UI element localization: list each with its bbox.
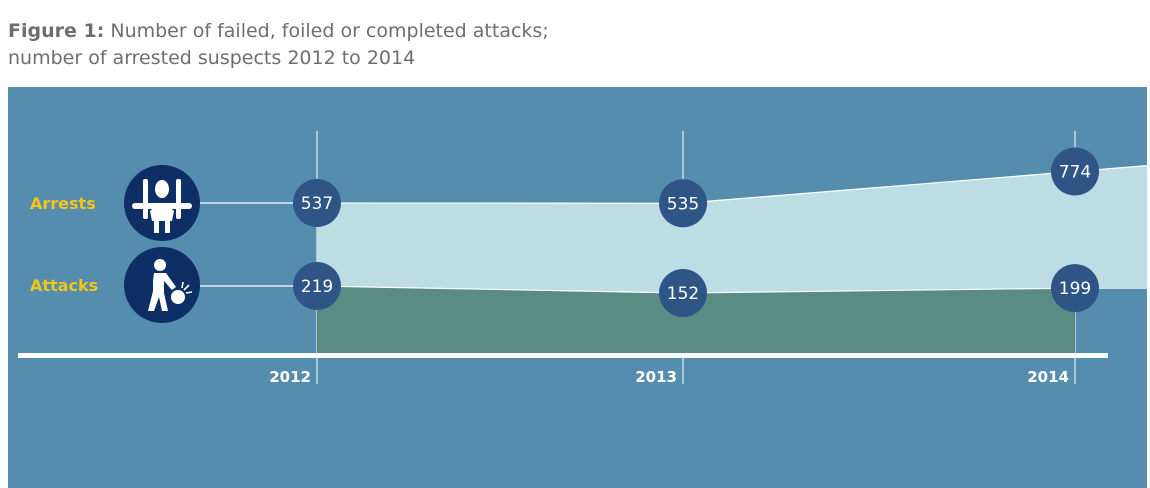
- data-point-attacks-2012-label: 219: [301, 277, 333, 297]
- figure-title: Figure 1: Number of failed, foiled or co…: [8, 18, 708, 72]
- row-labels: Arrests Attacks: [30, 194, 98, 295]
- data-point-attacks-2014-bubble: [1051, 264, 1099, 313]
- data-point-arrests-2014-bubble: [1051, 147, 1099, 196]
- person-with-bomb-icon: [124, 247, 200, 323]
- figure-title-line1: Number of failed, foiled or completed at…: [110, 20, 549, 42]
- area-arrests: [317, 165, 1147, 294]
- data-point-attacks-2013-label: 152: [667, 284, 699, 304]
- row-icons: [124, 165, 200, 323]
- figure-title-line2: number of arrested suspects 2012 to 2014: [8, 47, 416, 69]
- data-point-arrests-2014-label: 774: [1059, 162, 1091, 182]
- tick-label-2013: 2013: [635, 368, 677, 386]
- data-point-arrests-2012-label: 537: [301, 194, 333, 214]
- row-label-arrests: Arrests: [30, 194, 96, 213]
- data-point-arrests-2012-bubble: [293, 179, 341, 227]
- handcuffed-person-icon: [124, 165, 200, 241]
- series-areas: [316, 165, 1148, 354]
- x-axis: 2012 2013 2014: [18, 353, 1108, 386]
- series-line-arrests: [316, 165, 1148, 204]
- tick-label-2012: 2012: [269, 368, 311, 386]
- area-attacks: [317, 286, 1075, 354]
- tick-label-2014: 2014: [1027, 368, 1069, 386]
- data-point-arrests-2013-bubble: [659, 179, 707, 228]
- data-labels: 537 219 535 152 774 199: [293, 147, 1099, 318]
- data-point-attacks-2014-label: 199: [1059, 279, 1091, 299]
- row-label-attacks: Attacks: [30, 276, 98, 295]
- figure-title-lead: Figure 1:: [8, 20, 105, 42]
- x-axis-baseline: [18, 353, 1108, 358]
- data-point-arrests-2013-label: 535: [667, 194, 699, 214]
- data-point-attacks-2013-bubble: [659, 269, 707, 318]
- data-point-attacks-2012-bubble: [293, 262, 341, 310]
